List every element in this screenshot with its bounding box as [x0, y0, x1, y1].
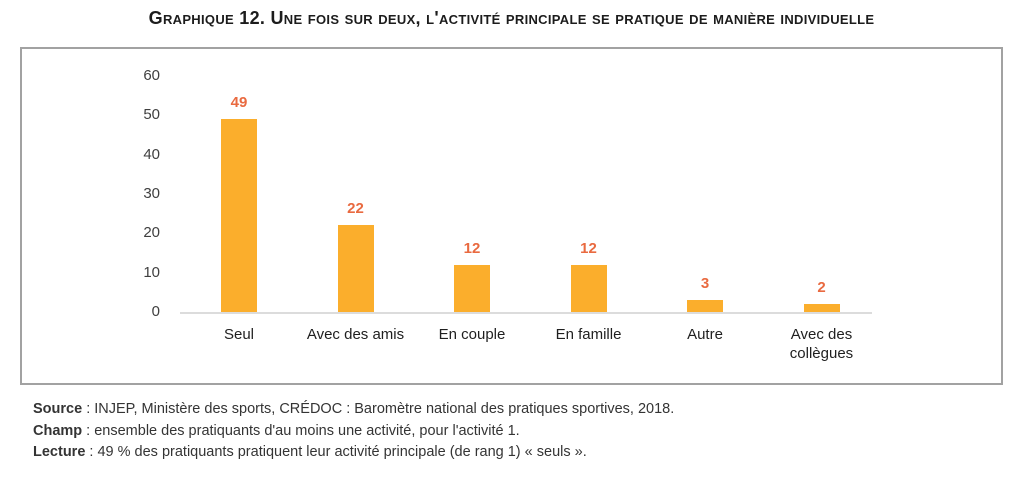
bar-value-label: 49: [230, 94, 248, 112]
note-champ-label: Champ: [33, 422, 83, 439]
bar-value-label: 2: [817, 279, 826, 297]
x-category-label: En couple: [438, 326, 506, 343]
bar-value-label: 3: [700, 275, 710, 293]
y-axis-tick-label: 60: [143, 67, 160, 84]
y-axis-tick-label: 20: [143, 224, 160, 242]
x-category-label: Avec des amis: [306, 326, 405, 343]
y-axis-tick-label: 30: [143, 185, 160, 202]
note-source-label: Source: [33, 401, 83, 417]
bar: [454, 264, 490, 312]
note-lecture-text: : 49 % des pratiquants pratiquent leur a…: [85, 444, 587, 460]
x-category-label: Avec des collègues: [789, 326, 854, 362]
note-lecture: Lecture : 49 % des pratiquants pratiquen…: [33, 442, 674, 464]
y-axis-tick-label: 50: [143, 106, 160, 124]
bar: [687, 300, 723, 312]
note-source-text: : INJEP, Ministère des sports, CRÉDOC : …: [82, 401, 675, 417]
x-category-label: En famille: [555, 326, 622, 343]
x-category-label: Autre: [687, 326, 723, 343]
bar: [221, 119, 257, 312]
bar: [337, 225, 374, 312]
chart-frame: 0 10 20 30 40 50 60 49 Seul 22 Avec des amis 12 En c…: [20, 47, 1003, 385]
x-axis-line: [180, 312, 872, 314]
x-category-label: Seul: [223, 326, 255, 343]
bar: [570, 264, 607, 312]
chart-notes: Source : INJEP, Ministère des sports, CR…: [33, 399, 674, 464]
chart-title: Graphique 12. Une fois sur deux, l'activ…: [148, 8, 875, 28]
note-lecture-label: Lecture: [33, 444, 86, 460]
bar: [803, 304, 840, 312]
bar-value-label: 12: [580, 239, 597, 257]
note-champ-text: : ensemble des pratiquants d'au moins un…: [82, 422, 520, 439]
note-source: Source : INJEP, Ministère des sports, CR…: [33, 399, 674, 421]
y-axis-tick-label: 40: [143, 145, 160, 163]
y-axis-tick-label: 10: [143, 263, 160, 281]
bar-value-label: 22: [347, 200, 364, 218]
note-champ: Champ : ensemble des pratiquants d'au mo…: [33, 421, 674, 443]
y-axis-tick-label: 0: [151, 303, 160, 320]
bar-value-label: 12: [463, 239, 481, 257]
